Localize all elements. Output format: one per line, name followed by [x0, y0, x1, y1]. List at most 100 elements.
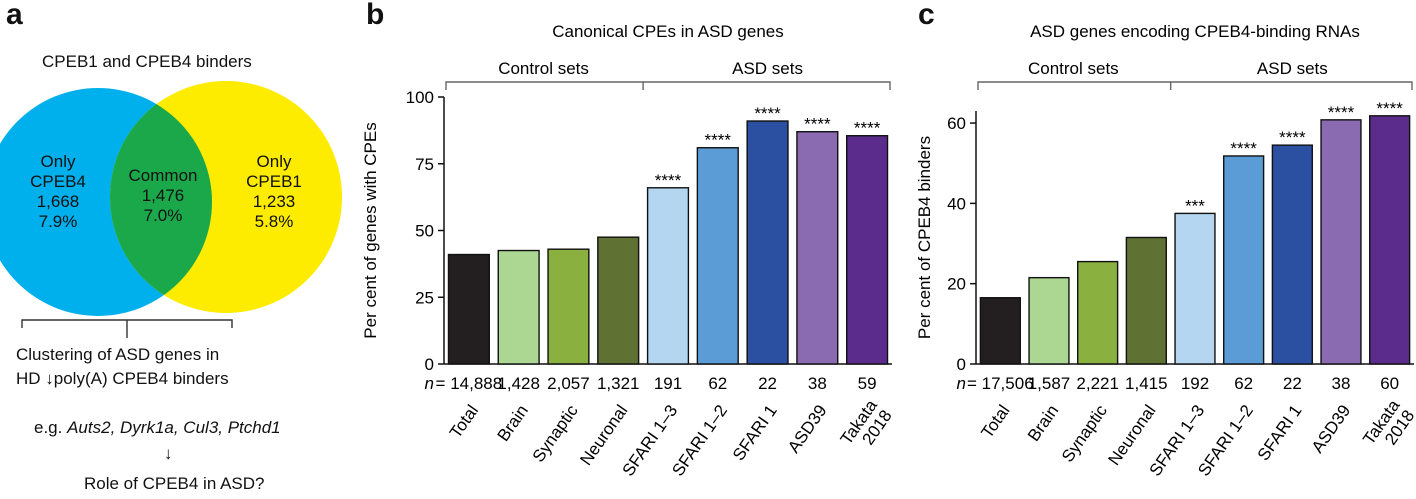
group-label-asd: ASD sets	[1257, 59, 1328, 78]
bar-4	[646, 187, 690, 365]
bar-0	[979, 297, 1021, 365]
bar-2	[1077, 260, 1119, 365]
group-label-asd: ASD sets	[732, 59, 803, 78]
y-tick-label: 0	[425, 355, 434, 374]
n-value: = 17,506	[967, 374, 1034, 393]
chart-b: Canonical CPEs in ASD genes Control sets A…	[361, 22, 896, 480]
venn-right-l1: Only	[256, 152, 292, 171]
venn-common-pct: 7.0%	[143, 206, 183, 225]
panel-c-letter: c	[918, 0, 935, 31]
venn-intersection-common	[110, 88, 212, 313]
y-tick-label: 20	[947, 275, 966, 294]
bar-3	[1125, 236, 1167, 365]
venn-left-l1: Only	[40, 152, 76, 171]
significance-label: ****	[655, 171, 682, 190]
example-gene-list: Auts2, Dyrk1a, Cul3, Ptchd1	[67, 418, 281, 437]
significance-label: ***	[1185, 196, 1205, 215]
y-axis-label: Per cent of CPEB4 binders	[915, 136, 934, 339]
venn-common-count: 1,476	[141, 186, 185, 205]
n-value: 2,221	[1076, 374, 1119, 393]
category-label: Neuronal	[576, 401, 631, 468]
bar-0	[447, 253, 490, 365]
venn-common-l1: Common	[128, 166, 198, 185]
n-value: 22	[1283, 374, 1302, 393]
n-value: 22	[758, 374, 777, 393]
category-label: Total	[446, 401, 482, 441]
category-label: Synaptic	[1058, 401, 1111, 466]
y-tick-label: 40	[947, 194, 966, 213]
caption-line-1: Clustering of ASD genes in	[16, 345, 220, 364]
n-value: 1,415	[1125, 374, 1168, 393]
venn-right-l2: CPEB1	[246, 172, 302, 191]
n-value: 60	[1380, 374, 1399, 393]
significance-label: ****	[754, 104, 781, 123]
panel-b-letter: b	[366, 0, 385, 31]
venn-right-pct: 5.8%	[254, 212, 294, 231]
y-tick-label: 0	[957, 355, 966, 374]
n-value: = 14,888	[436, 374, 503, 393]
category-label: Neuronal	[1104, 401, 1159, 468]
bar-6	[746, 120, 789, 365]
venn-left-l2: CPEB4	[30, 172, 86, 191]
category-label: SFARI 1	[729, 401, 781, 464]
venn-left-count: 1,668	[36, 192, 80, 211]
venn-bracket	[21, 319, 233, 338]
n-value: 62	[1234, 374, 1253, 393]
chart-title: ASD genes encoding CPEB4-binding RNAs	[1030, 22, 1360, 41]
n-value: 191	[654, 374, 682, 393]
significance-label: ****	[1376, 99, 1403, 118]
bar-7	[1320, 119, 1362, 365]
category-label: Brain	[1024, 401, 1062, 444]
significance-label: ****	[1328, 103, 1355, 122]
significance-label: ****	[1279, 128, 1306, 147]
caption-line-2: HD ↓poly(A) CPEB4 binders	[16, 369, 229, 388]
asd-sets-bracket	[643, 81, 891, 90]
venn-diagram	[0, 81, 342, 338]
bar-1	[1028, 276, 1070, 365]
chart-c: ASD genes encoding CPEB4-binding RNAs Con…	[915, 22, 1416, 480]
significance-label: ****	[804, 115, 831, 134]
significance-label: ****	[854, 119, 881, 138]
group-label-control: Control sets	[1028, 59, 1119, 78]
n-prefix: n	[957, 374, 966, 393]
n-value: 1,428	[497, 374, 540, 393]
n-value: 59	[858, 374, 877, 393]
example-genes: e.g. Auts2, Dyrk1a, Cul3, Ptchd1	[34, 418, 281, 438]
bar-2	[547, 248, 590, 365]
category-label: Total	[977, 401, 1013, 441]
bar-7	[796, 131, 839, 365]
chart-title: Canonical CPEs in ASD genes	[552, 22, 784, 41]
down-arrow: ↓	[164, 444, 173, 463]
bar-5	[696, 147, 739, 365]
n-value: 62	[708, 374, 727, 393]
n-prefix: n	[425, 374, 434, 393]
n-value: 192	[1181, 374, 1209, 393]
venn-title: CPEB1 and CPEB4 binders	[42, 52, 252, 71]
n-value: 38	[808, 374, 827, 393]
y-tick-label: 25	[415, 288, 434, 307]
venn-left-label: Only CPEB4 1,668 7.9%	[18, 152, 98, 232]
venn-left-pct: 7.9%	[38, 212, 78, 231]
panel-a-letter: a	[6, 0, 23, 31]
n-value: 38	[1332, 374, 1351, 393]
y-tick-label: 100	[406, 88, 434, 107]
bar-8	[1369, 115, 1411, 365]
category-label: Takata2018	[837, 396, 896, 459]
bar-5	[1223, 155, 1265, 365]
control-sets-bracket	[445, 81, 644, 90]
asd-sets-bracket	[1170, 81, 1413, 90]
y-tick-label: 50	[415, 222, 434, 241]
n-value: 1,587	[1028, 374, 1071, 393]
category-label: ASD39	[784, 401, 830, 456]
bar-1	[497, 249, 540, 365]
control-sets-bracket	[977, 81, 1172, 90]
question-text: Role of CPEB4 in ASD?	[84, 474, 265, 493]
n-value: 2,057	[547, 374, 590, 393]
venn-right-label: Only CPEB1 1,233 5.8%	[234, 152, 314, 232]
category-label: Synaptic	[529, 401, 582, 466]
venn-right-count: 1,233	[252, 192, 296, 211]
group-label-control: Control sets	[498, 59, 589, 78]
category-label: SFARI 1	[1254, 401, 1306, 464]
example-prefix: e.g.	[34, 418, 68, 437]
venn-common-label: Common 1,476 7.0%	[118, 166, 208, 226]
